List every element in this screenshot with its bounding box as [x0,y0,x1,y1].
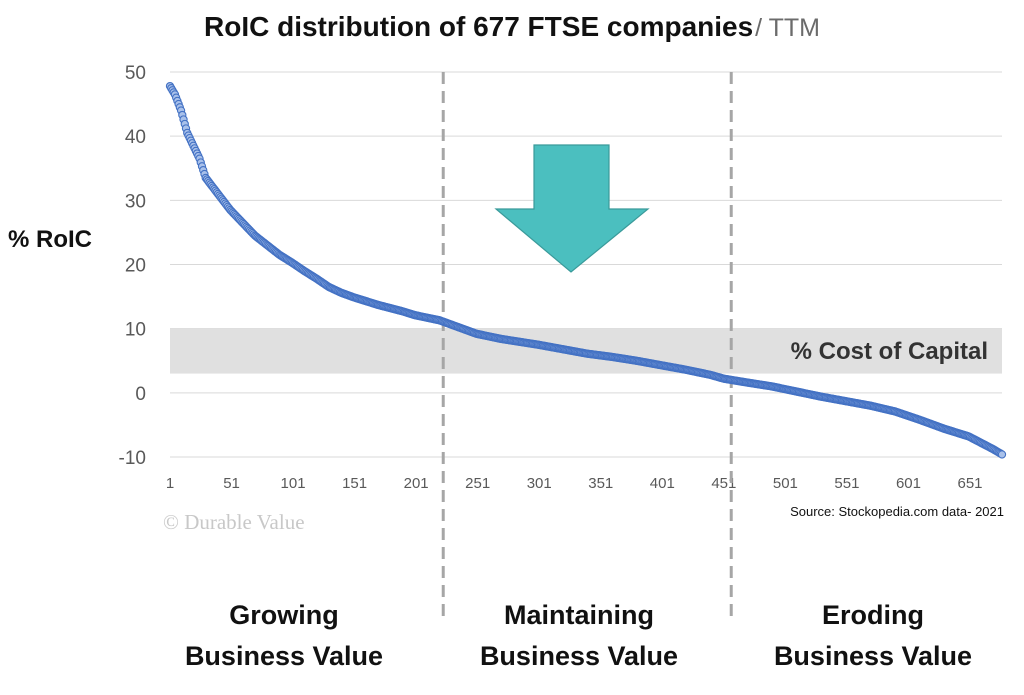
region-growing-line1: Growing [229,600,339,630]
region-maintaining-line2: Business Value [480,641,678,671]
x-tick-label: 101 [281,475,306,492]
x-tick-label: 301 [527,475,552,492]
region-maintaining-line1: Maintaining [504,600,654,630]
x-tick-label: 351 [588,475,613,492]
y-tick-label: 30 [125,191,146,212]
data-point [997,450,1007,459]
x-tick-label: 1 [166,475,174,492]
data-points [165,81,1007,459]
y-tick-label: 50 [125,63,146,84]
x-ticks: 1 51 101 151 201 251 301 351 401 451 501 551 601 651 [166,475,983,492]
y-tick-label: -10 [119,448,146,469]
x-tick-label: 151 [342,475,367,492]
region-dividers [441,72,733,620]
x-tick-label: 201 [404,475,429,492]
chart-title-group: RoIC distribution of 677 FTSE companies/… [204,11,820,42]
cost-of-capital-label: % Cost of Capital [791,338,988,365]
x-tick-label: 51 [223,475,240,492]
down-arrow-icon [494,144,650,273]
x-tick-label: 251 [465,475,490,492]
y-tick-label: 40 [125,127,146,148]
chart-title: RoIC distribution of 677 FTSE companies [204,11,753,42]
y-tick-label: 20 [125,256,146,277]
y-axis-label: % RoIC [8,226,92,253]
y-tick-label: 0 [135,384,146,405]
x-tick-label: 551 [834,475,859,492]
y-tick-label: 10 [125,320,146,341]
region-eroding-line2: Business Value [774,641,972,671]
watermark: © Durable Value [163,510,305,534]
chart-subtitle: / TTM [755,14,820,42]
x-tick-label: 601 [896,475,921,492]
source-note: Source: Stockopedia.com data- 2021 [790,504,1004,519]
x-tick-label: 401 [650,475,675,492]
x-tick-label: 651 [957,475,982,492]
region-eroding-line1: Eroding [822,600,924,630]
region-growing-line2: Business Value [185,641,383,671]
x-tick-label: 501 [773,475,798,492]
y-ticks: 50 40 30 20 10 0 -10 [119,63,146,469]
